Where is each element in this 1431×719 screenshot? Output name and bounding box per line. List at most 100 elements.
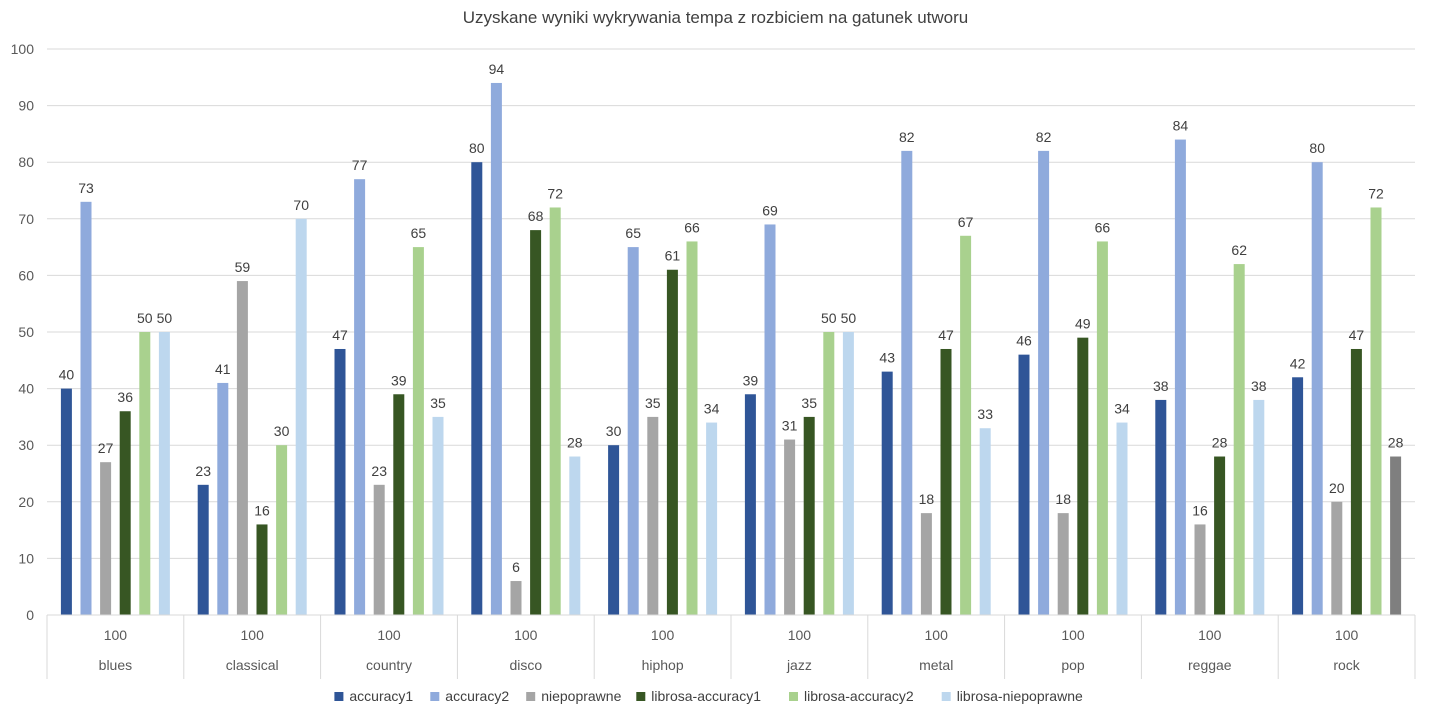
x-axis: 100 blues 100 classical 100 country 100 disco 10… (46, 614, 1416, 679)
y-tick-label: 50 (18, 324, 34, 340)
x-tick-label-total: 100 (1061, 627, 1085, 643)
data-label: 50 (157, 310, 173, 326)
bar-accuracy1-jazz (744, 394, 756, 615)
bar-niepoprawne-pop (1057, 513, 1069, 615)
bar-librosa-accuracy1-reggae (1214, 456, 1226, 615)
data-label: 28 (1212, 435, 1228, 451)
bar-librosa-accuracy1-pop (1077, 337, 1089, 615)
y-tick-label: 90 (18, 98, 34, 114)
data-label: 80 (469, 140, 485, 156)
legend-swatch-librosa-accuracy1 (636, 692, 646, 701)
data-label: 43 (879, 350, 895, 366)
bar-librosa-niepoprawne-classical (295, 218, 307, 616)
data-label: 82 (1036, 129, 1052, 145)
data-label: 59 (235, 259, 251, 275)
x-tick-label-total: 100 (788, 627, 812, 643)
data-label: 23 (371, 463, 387, 479)
bar-accuracy2-hiphop (627, 247, 639, 615)
x-tick-label-total: 100 (377, 627, 401, 643)
bar-librosa-niepoprawne-pop (1116, 422, 1128, 615)
x-tick-label: hiphop (642, 657, 684, 673)
chart-title: Uzyskane wyniki wykrywania tempa z rozbi… (462, 8, 969, 27)
data-label: 46 (1016, 333, 1032, 349)
data-label: 66 (1095, 219, 1111, 235)
data-label: 30 (606, 423, 622, 439)
bar-accuracy2-country (354, 179, 366, 615)
data-label: 16 (254, 502, 270, 518)
data-label: 65 (625, 225, 641, 241)
bar-librosa-accuracy1-blues (119, 411, 131, 615)
bar-niepoprawne-reggae (1194, 524, 1206, 615)
legend-label-accuracy1: accuracy1 (349, 688, 413, 704)
data-label: 68 (528, 208, 544, 224)
bar-librosa-accuracy1-classical (256, 524, 268, 615)
y-tick-label: 10 (18, 550, 34, 566)
data-label: 84 (1173, 118, 1189, 134)
legend-label-librosa-accuracy2: librosa-accuracy2 (804, 688, 914, 704)
bar-librosa-accuracy2-hiphop (686, 241, 698, 615)
data-label: 36 (117, 389, 133, 405)
data-label: 30 (274, 423, 290, 439)
data-label: 80 (1309, 140, 1325, 156)
legend: accuracy1 accuracy2 niepoprawne librosa-acc… (334, 688, 1083, 704)
data-label: 34 (704, 401, 720, 417)
x-tick-label: country (366, 657, 412, 673)
x-tick-label-total: 100 (104, 627, 128, 643)
bar-accuracy2-disco (490, 82, 502, 615)
data-label: 73 (78, 180, 94, 196)
bar-accuracy2-classical (217, 382, 229, 615)
x-tick-label: reggae (1188, 657, 1232, 673)
bar-librosa-accuracy2-reggae (1233, 264, 1245, 615)
y-tick-label: 70 (18, 211, 34, 227)
data-label: 72 (547, 185, 563, 201)
bar-librosa-accuracy2-blues (139, 332, 151, 615)
data-label: 18 (1055, 491, 1071, 507)
data-label: 50 (137, 310, 153, 326)
data-label: 82 (899, 129, 915, 145)
bar-niepoprawne-metal (920, 513, 932, 615)
bar-accuracy2-jazz (764, 224, 776, 615)
y-tick-label: 100 (11, 41, 35, 57)
data-label: 42 (1290, 355, 1306, 371)
bar-niepoprawne-country (373, 484, 385, 615)
bar-librosa-niepoprawne-rock (1390, 456, 1402, 615)
bar-librosa-accuracy1-rock (1350, 348, 1362, 615)
bar-librosa-niepoprawne-country (432, 416, 444, 615)
data-label: 61 (665, 248, 681, 264)
bar-accuracy1-reggae (1155, 399, 1167, 615)
legend-label-librosa-accuracy1: librosa-accuracy1 (651, 688, 761, 704)
bar-librosa-accuracy1-hiphop (666, 269, 678, 615)
x-tick-label: classical (226, 657, 279, 673)
data-label: 18 (919, 491, 935, 507)
data-label: 38 (1153, 378, 1169, 394)
bar-librosa-accuracy2-pop (1096, 241, 1108, 615)
bar-librosa-accuracy1-disco (530, 230, 542, 615)
data-label: 47 (332, 327, 348, 343)
data-label: 27 (98, 440, 114, 456)
bar-accuracy1-classical (197, 484, 209, 615)
data-label: 47 (938, 327, 954, 343)
data-label: 35 (645, 395, 661, 411)
bar-accuracy2-metal (901, 150, 913, 615)
bars (60, 82, 1402, 616)
bar-accuracy1-rock (1292, 377, 1304, 615)
data-label: 49 (1075, 316, 1091, 332)
data-label: 72 (1368, 185, 1384, 201)
data-label: 50 (821, 310, 837, 326)
bar-niepoprawne-blues (100, 462, 112, 615)
data-label: 31 (782, 418, 798, 434)
bar-niepoprawne-classical (236, 281, 248, 615)
bar-librosa-niepoprawne-reggae (1253, 399, 1265, 615)
bar-librosa-accuracy2-jazz (823, 332, 835, 615)
bar-librosa-accuracy1-metal (940, 348, 952, 615)
x-tick-label-total: 100 (241, 627, 265, 643)
data-label: 66 (684, 219, 700, 235)
x-tick-label: pop (1061, 657, 1085, 673)
bar-accuracy2-blues (80, 201, 92, 615)
x-tick-label: rock (1333, 657, 1360, 673)
data-label: 69 (762, 202, 778, 218)
bar-accuracy1-country (334, 348, 346, 615)
bar-librosa-niepoprawne-metal (979, 428, 991, 615)
